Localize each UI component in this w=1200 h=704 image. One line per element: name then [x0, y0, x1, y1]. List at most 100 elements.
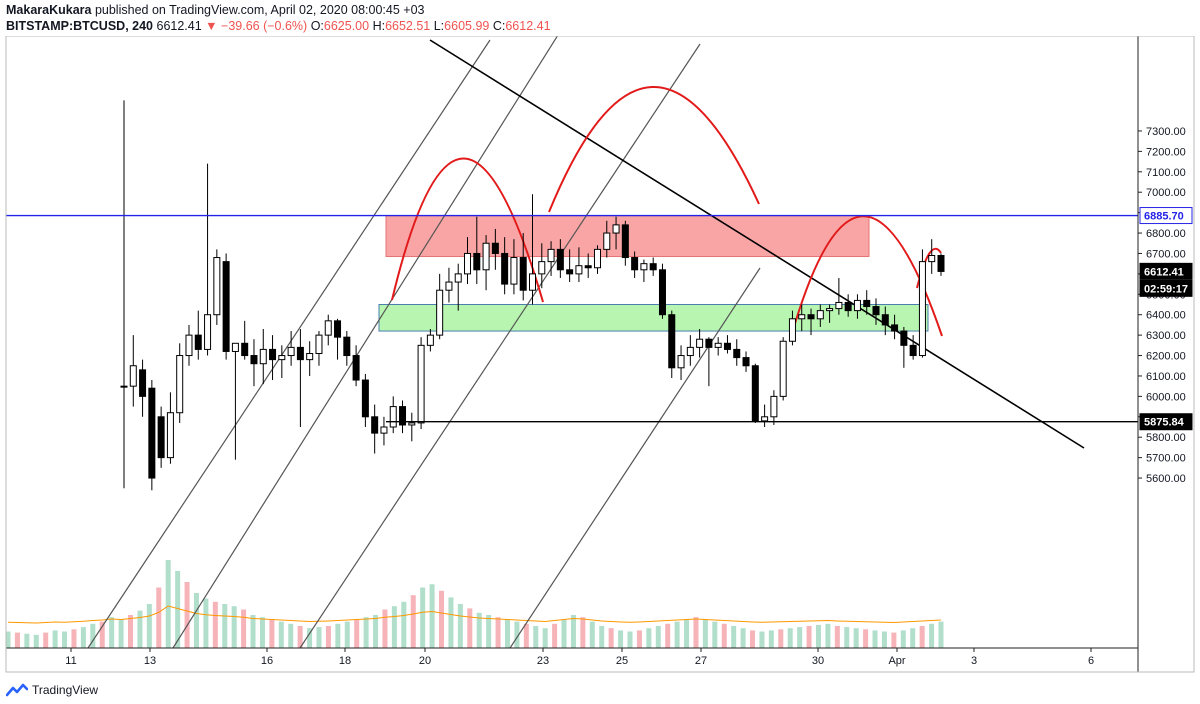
volume-bar — [674, 621, 680, 648]
candle-body — [129, 365, 137, 387]
candle-body — [649, 263, 657, 271]
candle-body — [603, 232, 611, 250]
volume-moving-average — [7, 605, 942, 624]
candle-body — [334, 320, 342, 338]
candle — [547, 241, 555, 276]
candle-body — [473, 252, 481, 271]
candle — [129, 335, 137, 407]
volume-bar — [373, 615, 379, 648]
price-chart[interactable]: 5600.005700.005800.005900.006000.006100.… — [0, 36, 1200, 676]
volume-bar — [156, 587, 162, 648]
volume-bar — [495, 617, 501, 648]
y-tick-label: 6400.00 — [1146, 310, 1186, 322]
candle — [501, 237, 509, 295]
volume-bar — [297, 626, 303, 648]
candle-body — [853, 299, 861, 312]
candle — [417, 337, 425, 430]
volume-bar — [542, 628, 548, 648]
candle — [380, 416, 388, 446]
author-name[interactable]: MakaraKukara — [6, 3, 92, 17]
volume-bar — [231, 606, 237, 648]
candle — [166, 392, 174, 464]
candle — [798, 304, 806, 332]
volume-bar — [693, 617, 699, 648]
candle-body — [148, 387, 156, 479]
y-tick-label: 6700.00 — [1146, 248, 1186, 260]
candle-body — [222, 261, 230, 352]
candle — [937, 253, 945, 276]
candle-body — [881, 314, 889, 326]
volume-bar — [797, 627, 803, 648]
volume-bar — [938, 621, 944, 648]
volume-bar — [71, 629, 77, 648]
candle-body — [306, 353, 314, 361]
candle — [603, 220, 611, 258]
candle-body — [426, 334, 434, 346]
volume-bar — [354, 619, 360, 648]
candle — [445, 267, 453, 303]
footer-brand[interactable]: TradingView — [32, 683, 99, 697]
volume-bar — [429, 584, 435, 648]
pattern-arc-1 — [391, 157, 544, 303]
volume-bar — [391, 606, 397, 648]
volume-bar — [118, 619, 124, 648]
candle-body — [816, 310, 824, 320]
candle-body — [120, 385, 128, 388]
trend-drawings — [87, 36, 1085, 649]
high-label: H: — [372, 19, 386, 33]
candle — [835, 277, 843, 315]
candle-body — [250, 355, 258, 365]
candle — [278, 345, 286, 379]
volume-bar — [259, 617, 265, 648]
volume-bar — [552, 623, 558, 648]
candle-body — [231, 342, 239, 352]
close-value: 6612.41 — [505, 19, 551, 33]
candle — [640, 259, 648, 283]
candle — [399, 400, 407, 434]
candle-body — [269, 348, 277, 361]
volume-bar — [919, 626, 925, 648]
candle — [306, 341, 314, 376]
volume-bar — [731, 626, 737, 648]
candle — [631, 251, 639, 278]
x-tick-label: 3 — [971, 655, 977, 667]
y-tick-label: 6100.00 — [1146, 371, 1186, 383]
high-value: 6652.51 — [385, 19, 431, 33]
volume-bar — [33, 634, 39, 648]
volume-bar — [665, 623, 671, 648]
candle-body — [417, 344, 425, 424]
volume-bar — [646, 628, 652, 648]
candle-body — [640, 263, 648, 271]
symbol-label: BITSTAMP:BTCUSD, 240 — [6, 19, 154, 33]
candle-body — [278, 355, 286, 361]
candle — [269, 335, 277, 381]
x-tick-label: 27 — [695, 655, 707, 667]
y-tick-label: 5600.00 — [1146, 473, 1186, 485]
candle-body — [621, 224, 629, 259]
candle-body — [770, 395, 778, 418]
candle-body — [696, 338, 704, 348]
price-label: 5875.84 — [1144, 417, 1185, 429]
volume-bar — [815, 624, 821, 648]
candle-body — [937, 255, 945, 272]
volume-bar — [316, 627, 322, 648]
candle-body — [909, 344, 917, 357]
candle-body — [751, 365, 759, 422]
candle-body — [891, 324, 899, 332]
candle — [464, 237, 472, 285]
candle-body — [826, 308, 834, 312]
candle-body — [287, 346, 295, 357]
volume-bar — [561, 619, 567, 648]
x-tick-label: 23 — [537, 655, 549, 667]
channel-line-3 — [299, 43, 701, 649]
volume-bar — [43, 632, 49, 648]
volume-bar — [99, 621, 105, 648]
volume-bar — [929, 623, 935, 648]
candle-body — [547, 248, 555, 263]
candle — [881, 306, 889, 336]
volume-bar — [533, 626, 539, 648]
candle — [714, 337, 722, 356]
candle — [779, 337, 787, 401]
low-value: 6605.99 — [444, 19, 490, 33]
candle-body — [714, 342, 722, 348]
